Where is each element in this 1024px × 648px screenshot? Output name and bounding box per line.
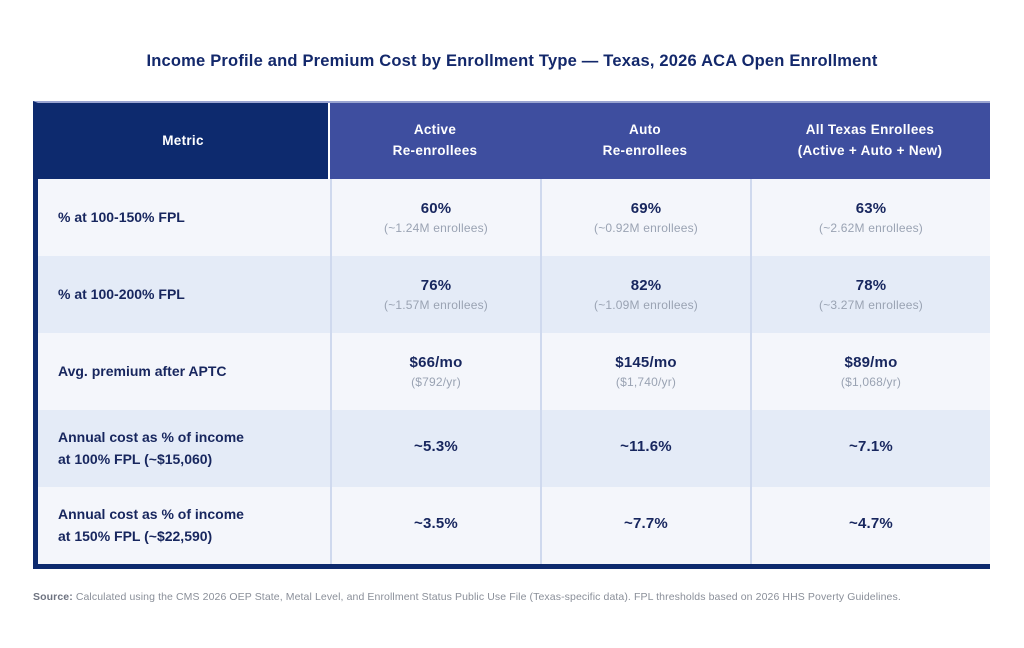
value-sub: (~2.62M enrollees) [819,221,923,235]
table-row: Annual cost as % of income at 150% FPL (… [38,487,990,564]
header-cell-active-reenrollees: Active Re-enrollees [330,103,540,179]
value-main: ~4.7% [849,515,893,532]
value-sub: (~1.24M enrollees) [384,221,488,235]
value-sub: (~3.27M enrollees) [819,298,923,312]
value-main: 76% [420,277,452,294]
value-cell: ~5.3% [330,410,540,487]
value-cell: 60% (~1.24M enrollees) [330,179,540,256]
value-cell: ~4.7% [750,487,990,564]
value-cell: 69% (~0.92M enrollees) [540,179,750,256]
value-main: 78% [855,277,887,294]
value-cell: 63% (~2.62M enrollees) [750,179,990,256]
value-main: ~5.3% [414,438,458,455]
table-row: Avg. premium after APTC $66/mo ($792/yr)… [38,333,990,410]
value-main: ~11.6% [620,438,672,455]
value-main: ~3.5% [414,515,458,532]
value-cell: $89/mo ($1,068/yr) [750,333,990,410]
value-cell: 76% (~1.57M enrollees) [330,256,540,333]
value-cell: $66/mo ($792/yr) [330,333,540,410]
value-main: 82% [630,277,662,294]
value-cell: ~7.7% [540,487,750,564]
table-row: % at 100-200% FPL 76% (~1.57M enrollees)… [38,256,990,333]
value-cell: ~3.5% [330,487,540,564]
value-main: $145/mo [615,354,677,371]
value-main: 63% [855,200,887,217]
value-sub: (~1.09M enrollees) [594,298,698,312]
value-main: 60% [420,200,452,217]
header-cell-metric: Metric [38,103,330,179]
value-cell: $145/mo ($1,740/yr) [540,333,750,410]
source-text: Calculated using the CMS 2026 OEP State,… [72,591,901,603]
metric-label: Avg. premium after APTC [58,362,227,379]
value-sub: ($1,740/yr) [615,375,677,389]
value-main: 69% [630,200,662,217]
header-cell-auto-reenrollees: Auto Re-enrollees [540,103,750,179]
value-cell: 82% (~1.09M enrollees) [540,256,750,333]
value-cell: ~11.6% [540,410,750,487]
source-label: Source: [33,591,73,603]
metric-label: % at 100-200% FPL [58,285,185,302]
value-cell: ~7.1% [750,410,990,487]
metric-label: Annual cost as % of income at 150% FPL (… [58,505,244,544]
value-main: $89/mo [844,354,898,371]
value-main: ~7.7% [624,515,668,532]
header-cell-all-texas: All Texas Enrollees (Active + Auto + New… [750,103,990,179]
table-header-row: Metric Active Re-enrollees Auto Re-enrol… [38,103,990,179]
value-sub: (~0.92M enrollees) [594,221,698,235]
metric-label: Annual cost as % of income at 100% FPL (… [58,428,244,467]
source-note: Source: Calculated using the CMS 2026 OE… [33,591,993,603]
value-cell: 78% (~3.27M enrollees) [750,256,990,333]
value-sub: (~1.57M enrollees) [384,298,488,312]
value-sub: ($792/yr) [411,375,461,389]
table-row: Annual cost as % of income at 100% FPL (… [38,410,990,487]
value-main: $66/mo [409,354,463,371]
table-row: % at 100-150% FPL 60% (~1.24M enrollees)… [38,179,990,256]
metric-label: % at 100-150% FPL [58,208,185,225]
value-main: ~7.1% [849,438,893,455]
page-title: Income Profile and Premium Cost by Enrol… [146,52,878,70]
data-table: Metric Active Re-enrollees Auto Re-enrol… [33,101,990,569]
value-sub: ($1,068/yr) [840,375,902,389]
